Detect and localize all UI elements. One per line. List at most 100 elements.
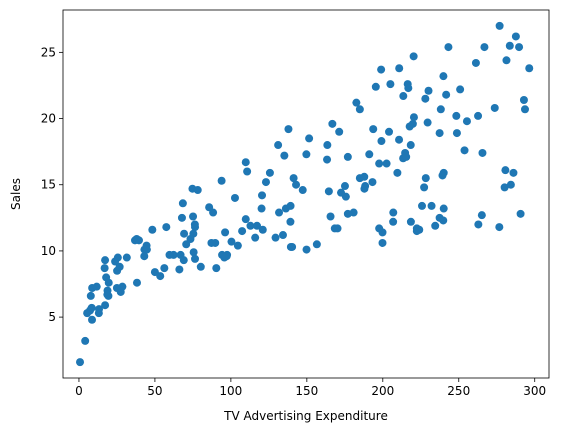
point <box>162 223 171 232</box>
point <box>417 201 426 210</box>
point <box>132 278 141 287</box>
point <box>227 237 236 246</box>
x-axis-label: TV Advertising Expenditure <box>223 409 388 423</box>
point <box>404 84 413 93</box>
point <box>104 278 113 287</box>
y-tick-label: 5 <box>48 310 56 324</box>
point <box>241 158 250 167</box>
point <box>452 111 461 120</box>
point <box>501 166 510 175</box>
point <box>506 180 515 189</box>
point <box>289 174 298 183</box>
point <box>233 241 242 250</box>
x-tick-label: 150 <box>295 384 318 398</box>
point <box>94 309 103 318</box>
point <box>205 203 214 212</box>
point <box>165 250 174 259</box>
point <box>386 80 395 89</box>
point <box>218 250 227 259</box>
point <box>312 240 321 249</box>
point <box>323 155 332 164</box>
point <box>424 86 433 95</box>
point <box>375 224 384 233</box>
point <box>375 159 384 168</box>
point <box>452 129 461 138</box>
point <box>500 183 509 192</box>
point <box>101 301 110 310</box>
point <box>431 221 440 230</box>
point <box>284 125 293 134</box>
point <box>395 135 404 144</box>
point <box>365 150 374 159</box>
point <box>352 98 361 107</box>
point <box>444 43 453 52</box>
point <box>160 264 169 273</box>
y-tick-label: 10 <box>41 244 56 258</box>
point <box>439 216 448 225</box>
point <box>134 236 143 245</box>
point <box>217 176 226 185</box>
point <box>378 238 387 247</box>
point <box>382 159 391 168</box>
point <box>193 186 202 195</box>
point <box>442 90 451 99</box>
point <box>83 309 92 318</box>
x-tick-label: 0 <box>75 384 83 398</box>
y-tick-label: 20 <box>41 112 56 126</box>
point <box>360 172 369 181</box>
point <box>495 223 504 232</box>
point <box>409 52 418 61</box>
point <box>142 245 151 254</box>
x-tick-label: 300 <box>523 384 546 398</box>
point <box>177 213 186 222</box>
y-tick-label: 15 <box>41 178 56 192</box>
point <box>420 183 429 192</box>
point <box>516 209 525 218</box>
point <box>399 92 408 101</box>
point <box>88 315 97 324</box>
point <box>478 148 487 157</box>
point <box>520 105 529 114</box>
point <box>421 94 430 103</box>
point <box>423 118 432 127</box>
point <box>371 82 380 91</box>
plot-frame <box>62 9 550 379</box>
point <box>271 233 280 242</box>
point <box>328 119 337 128</box>
point <box>462 117 471 126</box>
point <box>343 209 352 218</box>
point <box>302 150 311 159</box>
point <box>361 182 370 191</box>
point <box>389 208 398 217</box>
point <box>189 248 198 257</box>
point <box>502 56 511 65</box>
point <box>81 336 90 345</box>
point <box>355 105 364 114</box>
point <box>100 264 109 273</box>
point <box>495 21 504 30</box>
point <box>178 199 187 208</box>
point <box>189 212 198 221</box>
point <box>92 282 101 291</box>
point <box>286 201 295 210</box>
point <box>460 146 469 155</box>
point <box>323 141 332 150</box>
point <box>243 167 252 176</box>
point <box>257 204 266 213</box>
point <box>212 264 221 273</box>
point <box>86 291 95 300</box>
point <box>186 235 195 244</box>
point <box>409 113 418 122</box>
point <box>326 212 335 221</box>
point <box>286 217 295 226</box>
point <box>393 168 402 177</box>
point <box>122 253 131 262</box>
point <box>261 178 270 187</box>
point <box>340 182 349 191</box>
x-tick-label: 200 <box>371 384 394 398</box>
point <box>369 125 378 134</box>
point <box>477 211 486 220</box>
point <box>519 96 528 105</box>
point <box>179 256 188 265</box>
